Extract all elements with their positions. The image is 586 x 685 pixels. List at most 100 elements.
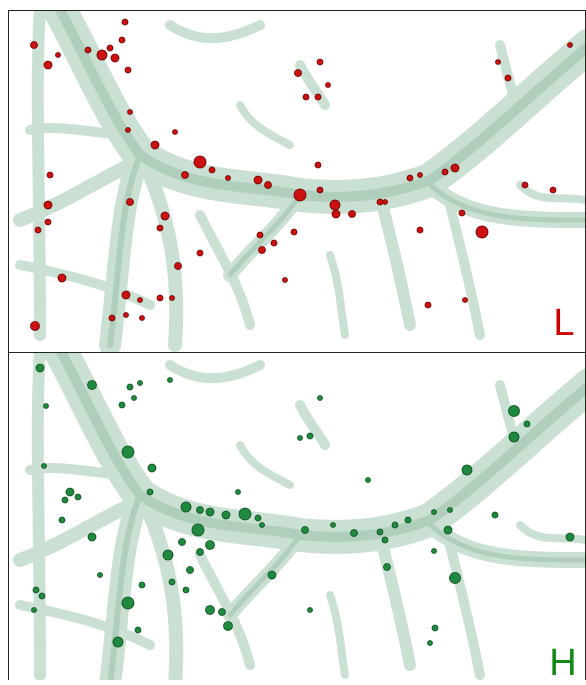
punctum [317, 187, 323, 193]
punctum [462, 465, 472, 475]
punctum [444, 526, 452, 534]
punctum [226, 176, 231, 181]
punctum [179, 539, 186, 546]
punctum [169, 579, 175, 585]
punctum [451, 164, 459, 172]
punctum [163, 550, 173, 560]
punctum [125, 67, 131, 73]
punctum [463, 298, 468, 303]
punctum [568, 43, 573, 48]
punctum [509, 432, 519, 442]
punctum [98, 573, 103, 578]
punctum [32, 608, 37, 613]
punctum [127, 384, 133, 390]
punctum [206, 606, 215, 615]
punctum [206, 541, 215, 550]
punctum [192, 524, 204, 536]
punctum [265, 182, 272, 189]
punctum [392, 522, 398, 528]
punctum [140, 316, 145, 321]
punctum [59, 517, 65, 523]
punctum [35, 227, 41, 233]
punctum [308, 608, 313, 613]
punctum [291, 229, 297, 235]
punctum [315, 162, 321, 168]
punctum [31, 322, 40, 331]
punctum [97, 50, 107, 60]
punctum [182, 172, 189, 179]
punctum [428, 641, 433, 646]
punctum [432, 625, 438, 631]
panel-label: H [549, 642, 576, 680]
punctum [332, 210, 340, 218]
punctum [194, 156, 206, 168]
punctum [432, 510, 437, 515]
punctum [283, 278, 288, 283]
punctum [128, 110, 133, 115]
punctum [113, 637, 123, 647]
punctum [219, 609, 226, 616]
punctum [85, 47, 91, 53]
punctum [351, 530, 358, 537]
punctum [151, 141, 159, 149]
punctum [197, 549, 204, 556]
punctum [459, 210, 465, 216]
panel-top [20, 10, 586, 345]
punctum [259, 247, 266, 254]
punctum [432, 549, 437, 554]
punctum [418, 173, 423, 178]
punctum [147, 489, 153, 495]
punctum [450, 573, 461, 584]
punctum [122, 597, 134, 609]
punctum [122, 19, 128, 25]
punctum [181, 502, 191, 512]
punctum [509, 406, 520, 417]
punctum [161, 212, 169, 220]
punctum [425, 302, 431, 308]
punctum [175, 263, 182, 270]
punctum [31, 42, 38, 49]
punctum [44, 404, 49, 409]
punctum [75, 494, 81, 500]
punctum [566, 533, 574, 541]
punctum [132, 396, 137, 401]
punctum [135, 627, 141, 633]
punctum [88, 533, 96, 541]
punctum [39, 593, 45, 599]
punctum [66, 488, 74, 496]
punctum [45, 219, 51, 225]
punctum [260, 523, 265, 528]
punctum [298, 436, 303, 441]
punctum [124, 313, 129, 318]
punctum [197, 250, 203, 256]
punctum [111, 54, 119, 62]
punctum [294, 189, 306, 201]
punctum [170, 296, 175, 301]
punctum [295, 70, 302, 77]
panel-bottom [20, 350, 586, 680]
punctum [168, 378, 173, 383]
punctum [33, 587, 39, 593]
punctum [122, 446, 134, 458]
punctum [222, 511, 230, 519]
punctum [47, 172, 53, 178]
punctum [303, 94, 309, 100]
punctum [302, 527, 309, 534]
punctum [44, 201, 52, 209]
punctum [187, 567, 194, 574]
punctum [126, 128, 131, 133]
punctum [42, 464, 47, 469]
punctum [62, 497, 68, 503]
punctum [384, 564, 391, 571]
punctum [157, 295, 163, 301]
punctum [257, 232, 263, 238]
punctum [122, 291, 130, 299]
punctum [476, 226, 488, 238]
punctum [239, 508, 251, 520]
punctum [157, 225, 163, 231]
punctum [407, 175, 413, 181]
punctum [268, 571, 276, 579]
punctum [317, 59, 323, 65]
punctum [138, 381, 143, 386]
punctum [254, 176, 262, 184]
